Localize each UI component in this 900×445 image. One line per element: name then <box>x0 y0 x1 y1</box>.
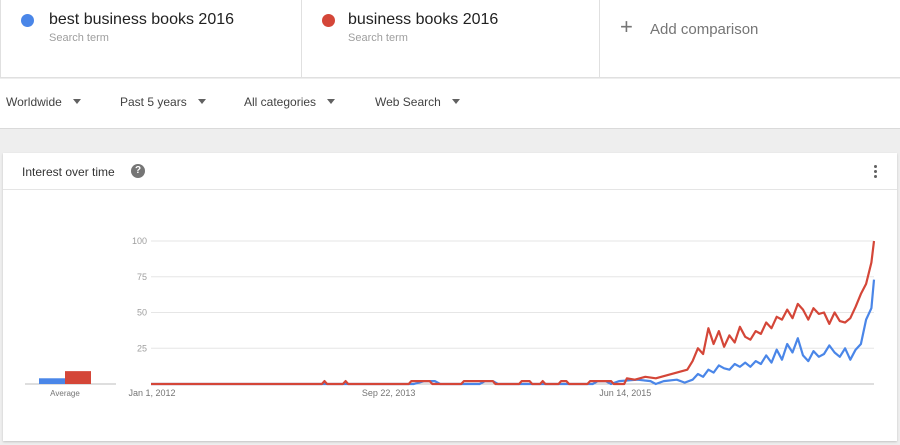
series-color-dot-blue <box>21 14 34 27</box>
average-bar <box>39 378 65 384</box>
chevron-down-icon <box>327 99 336 104</box>
add-comparison-button[interactable]: + Add comparison <box>600 0 900 78</box>
term-type-label: Search term <box>49 32 109 44</box>
y-tick-label: 100 <box>132 236 147 246</box>
card-title: Interest over time <box>22 165 115 179</box>
card-header: Interest over time ? <box>3 153 897 190</box>
region-dropdown-label: Worldwide <box>6 95 62 109</box>
time-range-dropdown[interactable]: Past 5 years <box>120 95 206 109</box>
interest-over-time-chart[interactable]: 25 50 75 100 Jan 1, 2012 Sep 22, 2013 Jun 14, … <box>3 153 897 441</box>
interest-over-time-card: Interest over time ? 25 50 75 100 Jan 1, 201… <box>3 153 897 441</box>
x-tick-label: Jun 14, 2015 <box>599 388 651 398</box>
chevron-down-icon <box>451 99 460 104</box>
more-options-icon[interactable] <box>871 165 879 181</box>
term-business-books-2016[interactable]: business books 2016 Search term <box>302 0 600 78</box>
x-tick-label: Jan 1, 2012 <box>128 388 175 398</box>
category-dropdown[interactable]: All categories <box>244 95 336 109</box>
y-tick-label: 75 <box>137 272 147 282</box>
average-bar <box>65 371 91 384</box>
search-type-dropdown[interactable]: Web Search <box>375 95 460 109</box>
series-line <box>151 279 876 386</box>
add-comparison-label: Add comparison <box>650 21 759 38</box>
term-label: best business books 2016 <box>49 11 235 28</box>
help-icon[interactable]: ? <box>131 164 145 178</box>
y-tick-label: 25 <box>137 343 147 353</box>
series-color-dot-red <box>322 14 335 27</box>
plus-icon: + <box>620 14 633 39</box>
term-type-label: Search term <box>348 32 408 44</box>
search-terms-bar: best business books 2016 Search term bus… <box>0 0 900 78</box>
y-tick-label: 50 <box>137 308 147 318</box>
average-label: Average <box>50 389 80 398</box>
series-line <box>151 240 876 386</box>
category-dropdown-label: All categories <box>244 95 317 109</box>
time-range-dropdown-label: Past 5 years <box>120 95 187 109</box>
term-best-business-books-2016[interactable]: best business books 2016 Search term <box>0 0 302 78</box>
search-type-dropdown-label: Web Search <box>375 95 441 109</box>
x-tick-label: Sep 22, 2013 <box>362 388 416 398</box>
region-dropdown[interactable]: Worldwide <box>6 95 81 109</box>
chevron-down-icon <box>72 99 81 104</box>
chevron-down-icon <box>197 99 206 104</box>
filters-bar: Worldwide Past 5 years All categories We… <box>0 79 900 129</box>
term-label: business books 2016 <box>348 11 499 28</box>
